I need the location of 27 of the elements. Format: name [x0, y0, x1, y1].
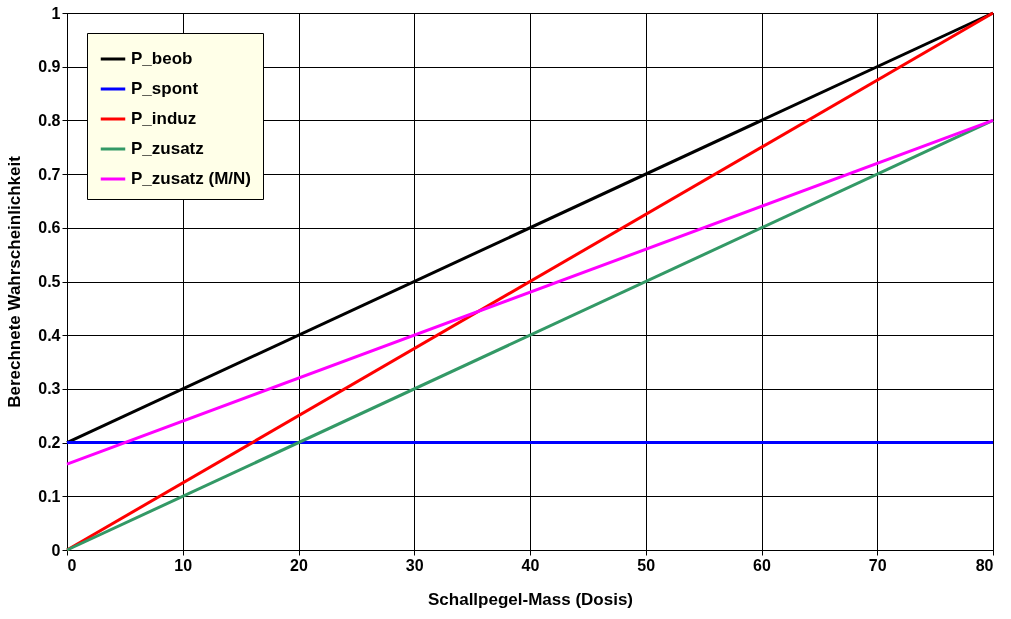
x-tick-label: 60	[753, 556, 771, 574]
y-axis-title: Berechnete Wahrscheinlichkeit	[5, 155, 25, 408]
y-tick-label: 0.8	[38, 111, 61, 129]
x-tick-label: 80	[975, 556, 994, 574]
legend-label: P_induz	[131, 109, 197, 128]
x-axis-title: Schallpegel-Mass (Dosis)	[427, 589, 634, 609]
x-tick-label: 30	[405, 556, 424, 574]
y-tick-label: 0.2	[38, 434, 61, 452]
y-tick-label: 0.5	[38, 273, 61, 290]
y-tick-label: 1	[51, 4, 61, 22]
y-tick-label: 0.9	[38, 58, 61, 76]
y-tick-label: 0.6	[38, 219, 61, 237]
legend-label: P_beob	[131, 49, 193, 68]
x-tick-label: 50	[637, 556, 656, 574]
y-tick-label: 0.3	[38, 380, 61, 398]
y-tick-label: 0.7	[38, 165, 61, 183]
x-tick-label: 70	[868, 556, 887, 574]
legend-label: P_zusatz (M/N)	[131, 169, 251, 188]
legend-label: P_zusatz	[131, 139, 204, 158]
y-tick-label: 0.4	[38, 326, 61, 344]
y-tick-label: 0.1	[38, 487, 61, 505]
x-tick-label: 40	[521, 556, 540, 574]
x-tick-label: 10	[174, 556, 193, 574]
x-tick-label: 20	[290, 556, 308, 574]
x-tick-label: 0	[67, 556, 77, 574]
y-tick-label: 0	[51, 541, 61, 559]
legend-label: P_spont	[131, 79, 199, 98]
